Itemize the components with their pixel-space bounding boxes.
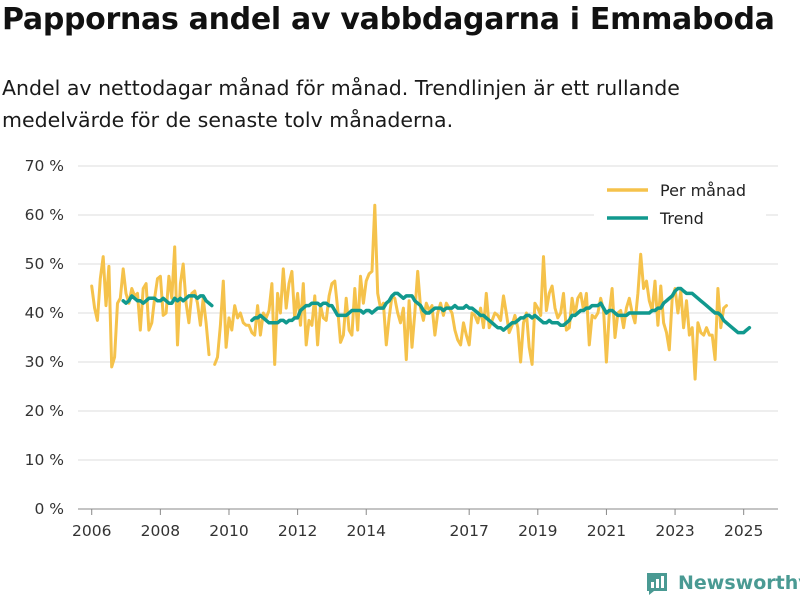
x-tick-label: 2012	[278, 522, 317, 540]
legend-background	[594, 178, 766, 238]
x-axis: 2006 2008 2010 2012 2014 2017 2019 2021 2023 2025	[72, 509, 763, 540]
monthly-series-line	[90, 245, 211, 369]
x-tick-label: 2010	[209, 522, 248, 540]
y-tick-label: 30 %	[25, 353, 64, 371]
x-tick-label: 2008	[141, 522, 180, 540]
series-lines	[90, 203, 752, 381]
legend-label-trend: Trend	[659, 209, 704, 228]
x-tick-label: 2017	[449, 522, 488, 540]
x-tick-label: 2014	[347, 522, 386, 540]
x-tick-label: 2019	[518, 522, 557, 540]
y-tick-label: 10 %	[25, 451, 64, 469]
chart-title: Pappornas andel av vabbdagarna i Emmabod…	[2, 2, 775, 37]
y-tick-label: 60 %	[25, 206, 64, 224]
x-tick-label: 2023	[655, 522, 694, 540]
x-tick-label: 2021	[587, 522, 626, 540]
monthly-series-line	[213, 203, 728, 381]
brand-name: Newsworthy	[678, 572, 800, 594]
y-axis: 0 % 10 % 20 % 30 % 40 % 50 % 60 % 70 %	[25, 157, 64, 518]
trend-series-line	[250, 286, 752, 335]
newsworthy-logo-icon	[647, 573, 667, 595]
y-tick-label: 70 %	[25, 157, 64, 175]
legend: Per månad Trend	[594, 178, 766, 238]
x-tick-label: 2025	[724, 522, 763, 540]
chart-subtitle: Andel av nettodagar månad för månad. Tre…	[2, 76, 680, 132]
y-tick-label: 0 %	[34, 500, 64, 518]
x-tick-label: 2006	[72, 522, 111, 540]
y-tick-label: 40 %	[25, 304, 64, 322]
legend-label-monthly: Per månad	[660, 181, 746, 200]
trend-series-line	[121, 294, 214, 308]
y-tick-label: 20 %	[25, 402, 64, 420]
brand-logo: Newsworthy	[644, 568, 800, 598]
y-tick-label: 50 %	[25, 255, 64, 273]
